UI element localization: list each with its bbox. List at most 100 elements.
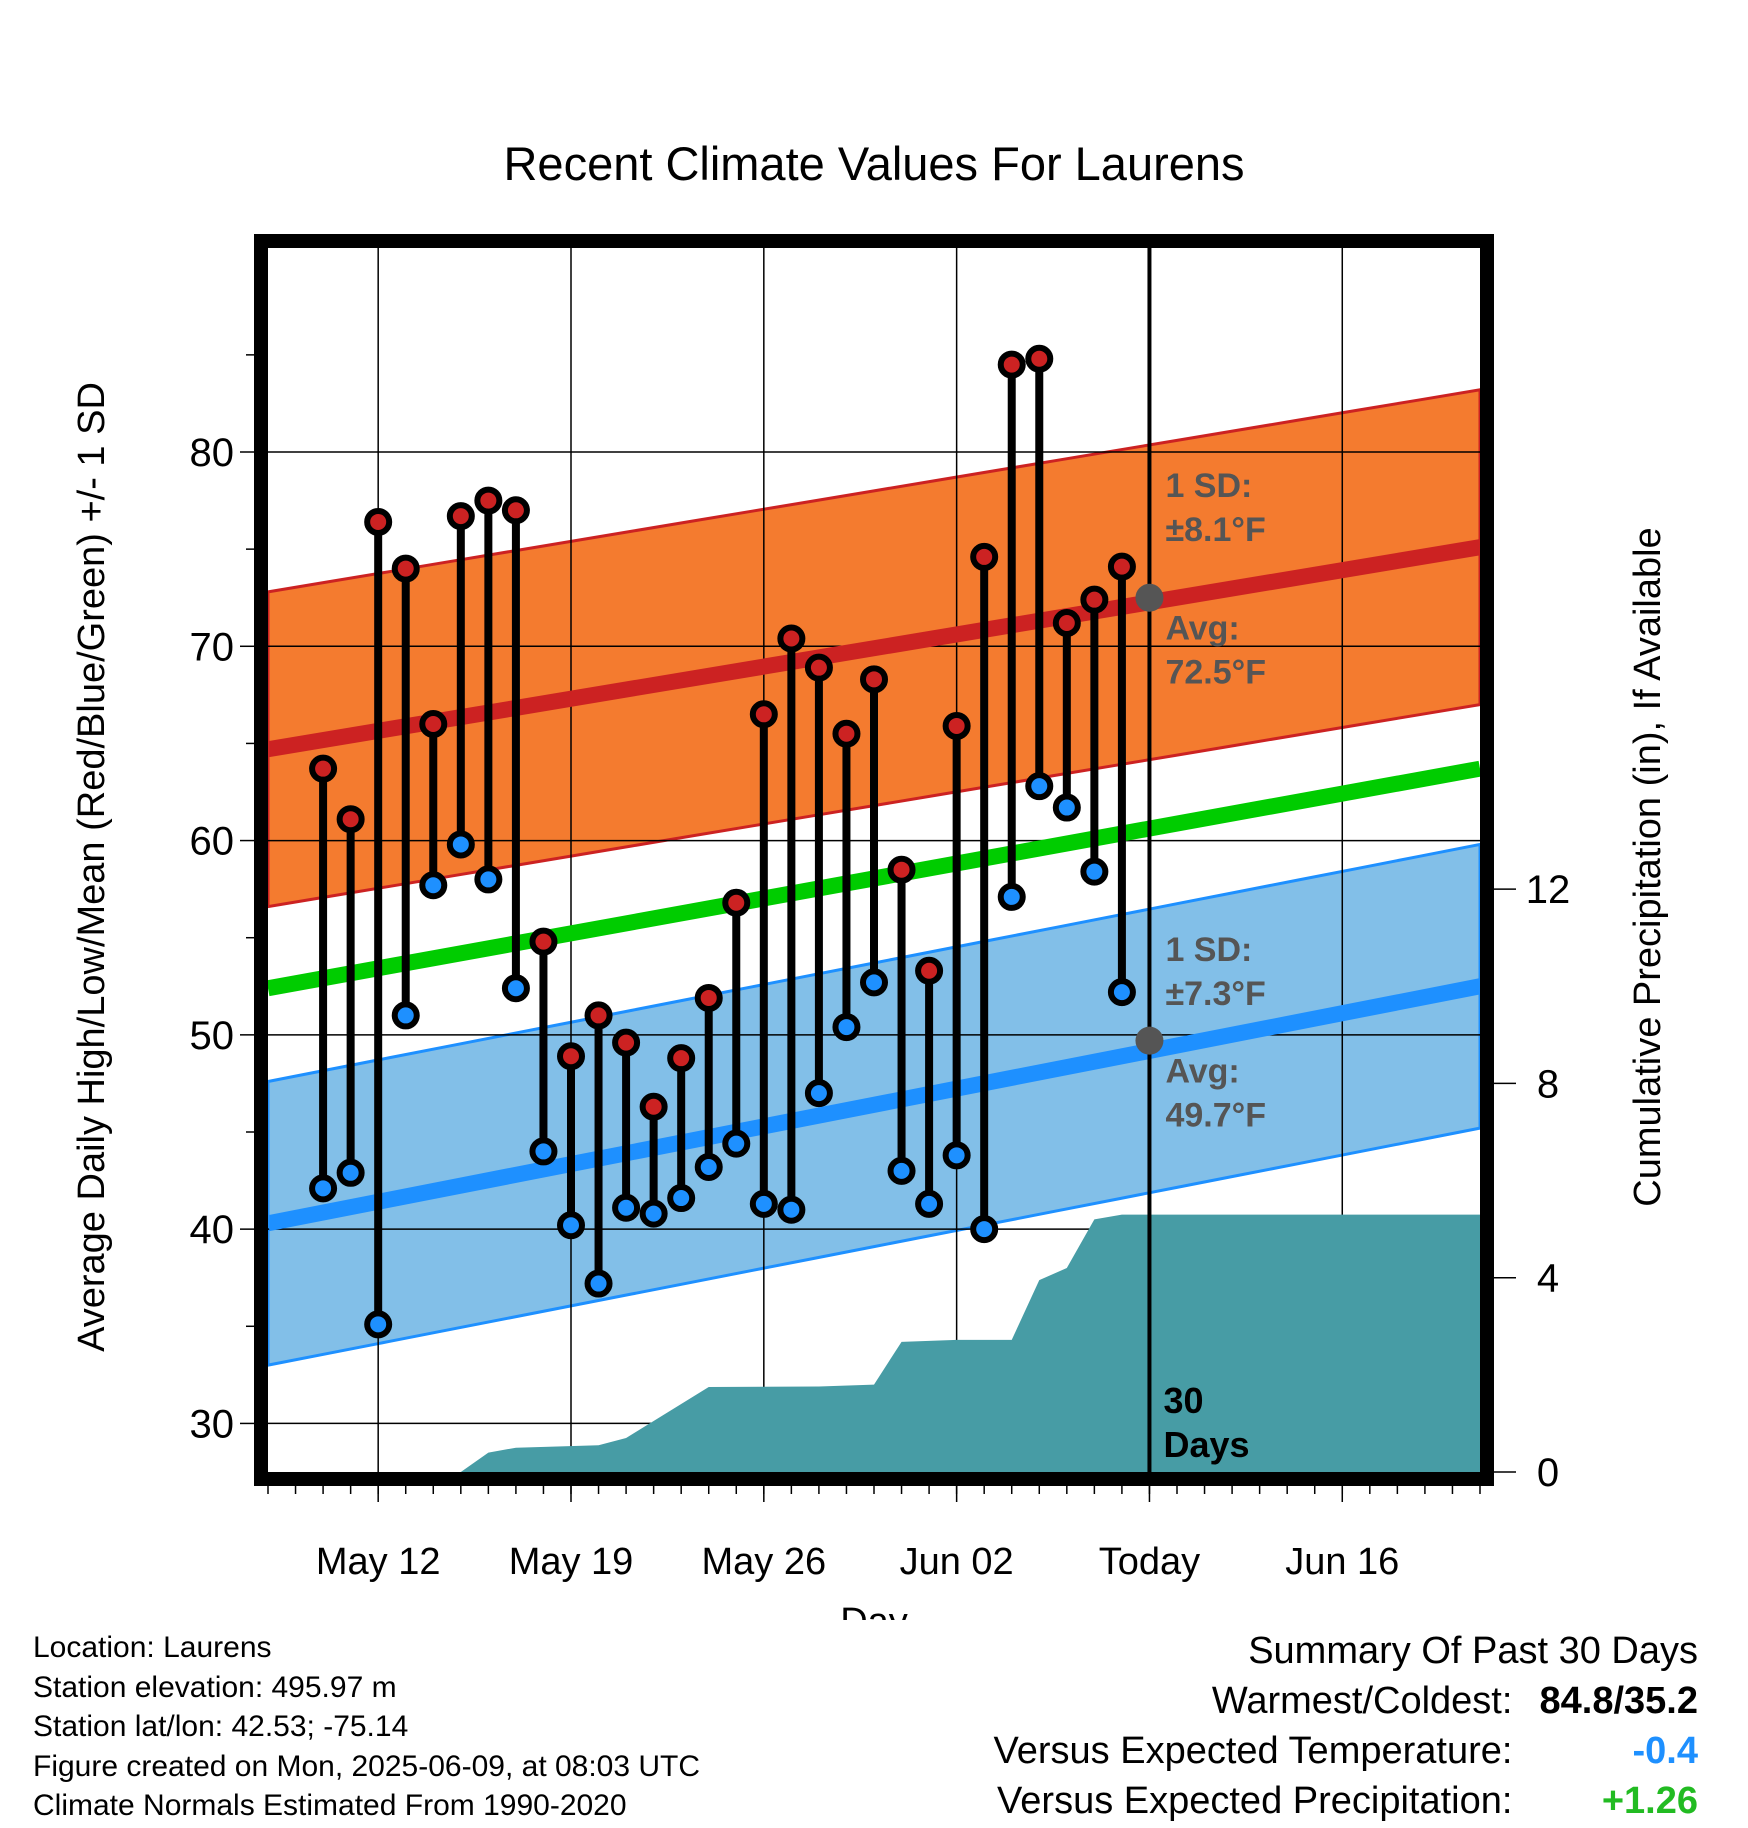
observed-high-point — [860, 665, 888, 694]
observed-high-point — [997, 350, 1026, 379]
x-tick-label: May 19 — [509, 1541, 634, 1583]
observed-high-point — [1052, 608, 1081, 637]
observed-low-point — [1025, 772, 1054, 801]
plot-area: 1 SD: ±8.1°F Avg: 72.5°F 1 SD: ±7.3°F Avg: 49.7… — [190, 234, 1570, 1583]
observed-low-point — [722, 1129, 751, 1158]
y2-axis-label: Cumulative Precipitation (in), If Availa… — [1627, 527, 1669, 1206]
observed-low-point — [501, 974, 530, 1003]
y2-tick-label: 4 — [1537, 1257, 1559, 1301]
x-tick-label: May 26 — [702, 1541, 827, 1583]
observed-low-point — [336, 1158, 365, 1187]
observed-low-point — [1107, 978, 1136, 1007]
observed-high-point — [446, 502, 475, 531]
low-avg-label: Avg: — [1165, 1053, 1239, 1091]
y-tick-label: 80 — [190, 431, 235, 475]
observed-low-point — [804, 1079, 833, 1108]
observed-high-point — [1080, 585, 1109, 614]
observed-high-point — [309, 754, 338, 783]
period-label-unit: Days — [1163, 1424, 1249, 1465]
observed-low-point — [639, 1199, 668, 1228]
observed-high-point — [804, 653, 833, 682]
observed-high-point — [419, 710, 448, 738]
period-label-number: 30 — [1163, 1380, 1203, 1421]
observed-low-point — [942, 1141, 971, 1170]
observed-high-point — [336, 805, 365, 834]
y-tick-label: 70 — [190, 625, 235, 669]
precip-departure-label: Versus Expected Precipitation: — [997, 1780, 1513, 1822]
observed-low-point — [584, 1269, 613, 1298]
observed-low-point — [915, 1189, 944, 1218]
observed-low-point — [970, 1215, 999, 1244]
observed-low-point — [694, 1152, 723, 1181]
latlon-text: Station lat/lon: 42.53; -75.14 — [33, 1710, 409, 1743]
temp-departure-value: -0.4 — [1632, 1730, 1698, 1772]
warmest-coldest-row: Warmest/Coldest: 84.8/35.2 — [994, 1676, 1698, 1726]
observed-high-point — [391, 554, 420, 583]
x-tick-label: Today — [1099, 1541, 1200, 1583]
summary-panel: Summary Of Past 30 Days Warmest/Coldest:… — [994, 1626, 1698, 1826]
observed-low-point — [474, 865, 503, 894]
observed-low-point — [364, 1310, 393, 1339]
y-tick-label: 30 — [190, 1402, 235, 1446]
observed-high-point — [1025, 344, 1054, 373]
warmest-coldest-value: 84.8/35.2 — [1539, 1680, 1698, 1722]
observed-low-point — [1052, 793, 1081, 822]
observed-low-point — [777, 1195, 806, 1224]
observed-low-point — [309, 1174, 338, 1203]
observed-high-point — [694, 983, 723, 1012]
observed-high-point — [667, 1044, 696, 1073]
observed-high-point — [970, 542, 999, 571]
observed-high-point — [529, 927, 558, 956]
precip-area — [460, 1214, 1480, 1472]
precip-departure-row: Versus Expected Precipitation: +1.26 — [994, 1776, 1698, 1826]
observed-low-point — [832, 1013, 861, 1042]
observed-high-point — [722, 888, 751, 917]
observed-high-point — [557, 1042, 585, 1071]
observed-high-point — [501, 496, 530, 525]
observed-high-point — [612, 1028, 641, 1057]
elevation-text: Station elevation: 495.97 m — [33, 1670, 397, 1704]
normal-low-line — [266, 978, 1482, 1232]
plot-frame — [254, 234, 1494, 1486]
y2-tick-label: 8 — [1537, 1062, 1559, 1106]
observed-high-point — [777, 624, 806, 653]
y-tick-label: 50 — [190, 1014, 235, 1058]
temp-departure-label: Versus Expected Temperature: — [993, 1730, 1513, 1772]
observed-high-point — [832, 719, 861, 748]
observed-low-point — [557, 1211, 585, 1240]
precip-departure-value: +1.26 — [1601, 1780, 1698, 1822]
low-sd-label: 1 SD: — [1165, 931, 1252, 969]
created-text: Figure created on Mon, 2025-06-09, at 08… — [33, 1749, 701, 1783]
location-text: Location: Laurens — [33, 1631, 272, 1664]
observed-high-point — [364, 507, 393, 536]
climate-chart: Recent Climate Values For Laurens 1 SD: ±… — [71, 137, 1669, 1620]
today-low-avg-marker — [1135, 1026, 1164, 1055]
x-axis-label: Day — [840, 1601, 908, 1620]
temp-departure-row: Versus Expected Temperature: -0.4 — [994, 1726, 1698, 1776]
y2-tick-label: 0 — [1537, 1451, 1559, 1495]
normal-high-line — [266, 539, 1482, 758]
summary-title: Summary Of Past 30 Days — [1248, 1630, 1698, 1672]
today-high-avg-marker — [1135, 583, 1164, 612]
observed-low-point — [529, 1137, 558, 1166]
observed-high-point — [1107, 552, 1136, 581]
observed-low-point — [860, 968, 888, 997]
low-avg-value: 49.7°F — [1165, 1097, 1266, 1135]
observed-low-point — [1080, 857, 1109, 886]
x-tick-label: May 12 — [316, 1541, 441, 1583]
low-sd-value: ±7.3°F — [1165, 975, 1265, 1013]
x-tick-label: Jun 02 — [900, 1541, 1014, 1583]
observed-high-point — [749, 700, 778, 729]
y-tick-label: 60 — [190, 820, 235, 864]
station-info: Location: Laurens Station elevation: 495… — [33, 1628, 700, 1826]
observed-low-point — [391, 1001, 420, 1030]
observed-high-point — [639, 1092, 668, 1121]
x-tick-label: Jun 16 — [1285, 1541, 1399, 1583]
observed-low-point — [419, 871, 448, 900]
y-axis-label: Average Daily High/Low/Mean (Red/Blue/Gr… — [71, 382, 113, 1352]
chart-title: Recent Climate Values For Laurens — [503, 137, 1244, 190]
observed-low-point — [887, 1156, 916, 1185]
observed-low-point — [667, 1184, 696, 1213]
observed-low-point — [997, 882, 1026, 911]
high-sd-value: ±8.1°F — [1165, 511, 1265, 549]
